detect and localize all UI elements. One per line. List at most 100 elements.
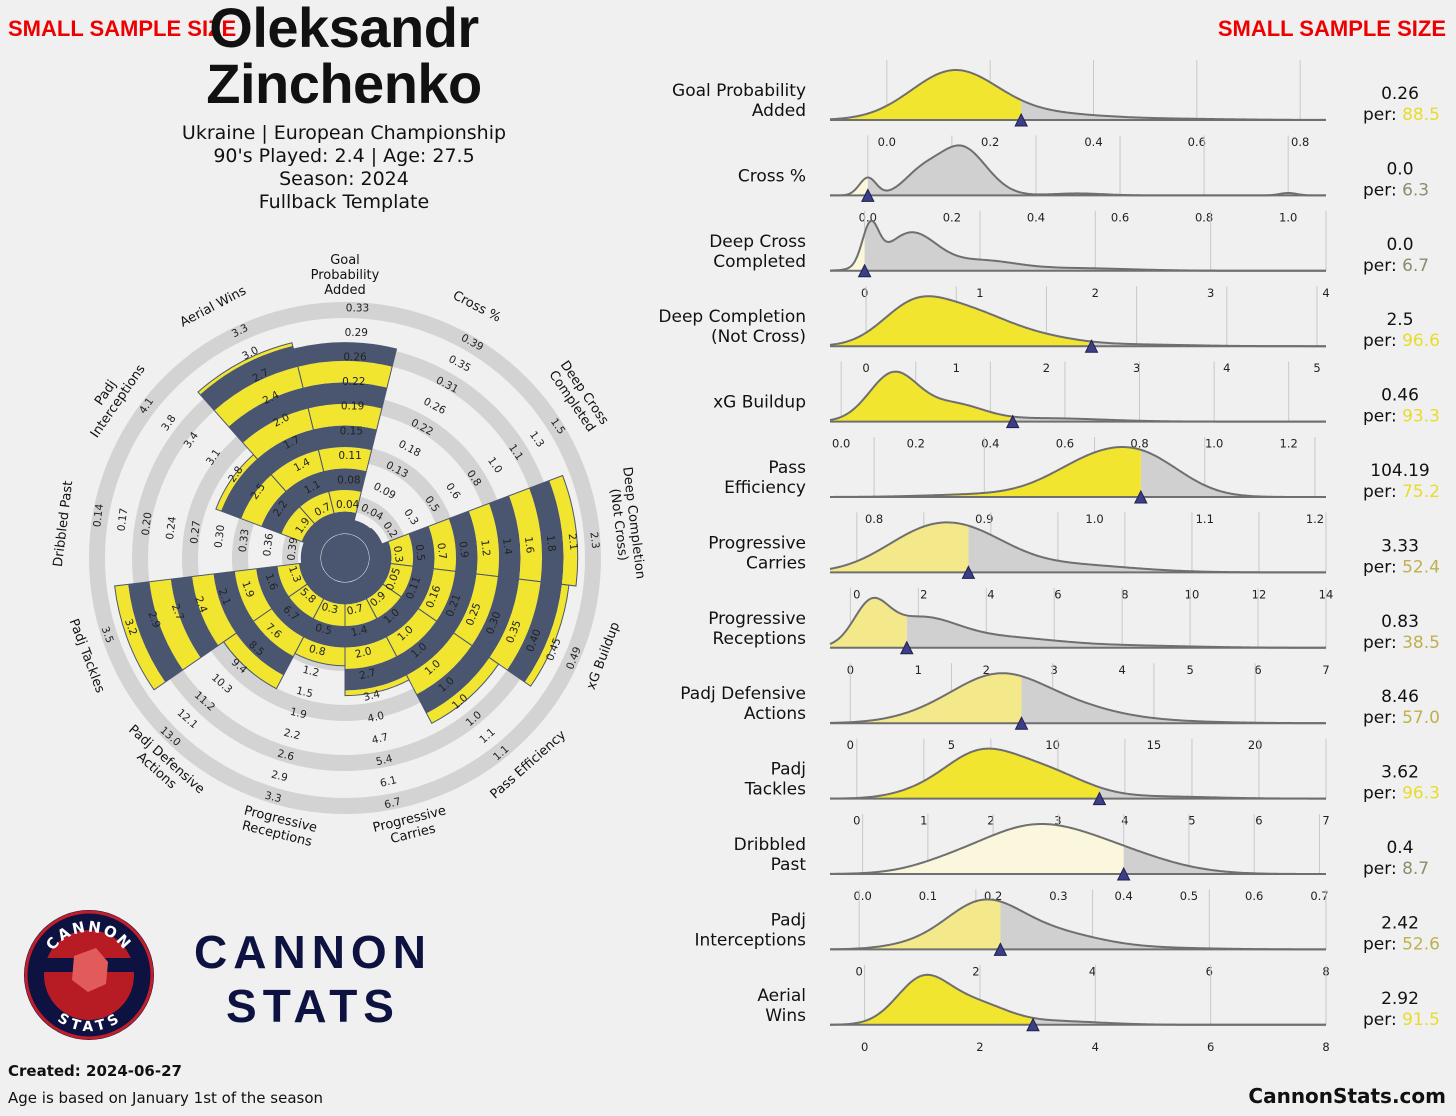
x-tick-label: 2 [983, 663, 990, 677]
radar-tick-label: 0.27 [188, 520, 203, 545]
distribution-metric-label-line: Deep Completion [658, 307, 806, 327]
x-tick-label: 6 [1255, 814, 1262, 828]
x-tick-label: 20 [1248, 738, 1263, 752]
radar-wedge-outline [294, 579, 346, 667]
radar-wedge-band [170, 576, 219, 658]
radar-wedge-band [436, 571, 477, 634]
distribution-metric-label: Padj Interceptions [694, 910, 806, 950]
radar-tick-label: 0.5 [413, 544, 427, 562]
metric-value: 2.5 [1386, 310, 1413, 330]
radar-tick-label: 0.08 [337, 474, 360, 486]
radar-wedge-band [428, 518, 456, 572]
radar-wedge-band [261, 491, 300, 534]
x-tick-label: 3 [1207, 286, 1214, 300]
percentile-prefix: per: [1363, 105, 1402, 125]
radar-wedge-band [214, 366, 304, 427]
distribution-metric-label-line: Padj [771, 760, 806, 780]
radar-wedge-band [468, 503, 499, 577]
percentile-value: 52.6 [1402, 934, 1440, 954]
distribution-metric-label: Dribbled Past [734, 835, 807, 875]
radar-tick-label: 0.7 [346, 602, 365, 618]
radar-tick-label: 5.4 [375, 753, 394, 769]
player-first-name: Oleksandr [209, 0, 479, 59]
small-sample-warning-left: SMALL SAMPLE SIZE [8, 16, 237, 41]
x-tick-label: 12 [1252, 587, 1267, 601]
radar-tick-label: 1.6 [263, 572, 280, 592]
info-template: Fullback Template [258, 191, 430, 213]
x-tick-label: 2 [976, 1040, 983, 1054]
radar-tick-label: 0.39 [285, 537, 300, 562]
radar-wedge [364, 560, 570, 687]
x-tick-label: 2 [1092, 286, 1099, 300]
distribution-metric-label: Deep Cross Completed [709, 232, 806, 272]
distribution-metric-label: Pass Efficiency [724, 458, 806, 498]
percentile-prefix: per: [1363, 256, 1402, 276]
x-tick-label: 10 [1045, 738, 1060, 752]
x-tick-label: 0.0 [853, 889, 871, 903]
percentile-prefix: per: [1363, 482, 1402, 502]
radar-wedge [215, 453, 330, 550]
radar-tick-label: 0.15 [340, 425, 363, 437]
radar-tick-label: 0.24 [164, 515, 179, 540]
density-area-player [830, 522, 969, 573]
radar-tick-label: 1.6 [522, 536, 536, 554]
radar-tick-label: 2.7 [169, 602, 186, 622]
distribution-metric-label: Padj Defensive Actions [680, 684, 806, 724]
radar-wedge-band [271, 450, 324, 492]
radar-tick-label: 2.1 [216, 587, 233, 607]
x-tick-label: 2 [1043, 361, 1050, 375]
x-tick-label: 1.1 [1196, 512, 1214, 526]
radar-wedge-band [408, 526, 435, 569]
distribution-metric-label-line: Aerial [757, 986, 806, 1006]
percentile-prefix: per: [1363, 557, 1402, 577]
x-tick-label: 0.7 [1310, 889, 1328, 903]
radar-wedge-band [333, 511, 357, 534]
x-tick-label: 4 [987, 587, 994, 601]
radar-wedge-band [149, 579, 201, 670]
radar-tick-label: 0.11 [338, 450, 361, 462]
x-tick-label: 0.0 [832, 437, 850, 451]
radar-wedge-outline [197, 342, 340, 540]
radar-wedge-outline [222, 571, 335, 690]
density-area-player [830, 673, 1022, 724]
radar-tick-label: 0.36 [261, 532, 276, 557]
distribution-metric-label-line: Carries [746, 553, 806, 573]
player-marker-icon [1026, 1017, 1040, 1032]
radar-tick-label: 0.33 [346, 302, 369, 314]
radar-wedge-band [426, 657, 499, 724]
radar-tick-label: 0.17 [116, 507, 131, 532]
player-marker-icon [961, 565, 976, 579]
x-tick-label: 0.8 [1291, 135, 1309, 149]
radar-wedge-band [213, 571, 254, 634]
x-tick-label: 0.6 [1188, 135, 1206, 149]
radar-tick-label: 1.9 [239, 579, 256, 599]
metric-value: 0.0 [1386, 235, 1413, 255]
x-tick-label: 0.8 [1130, 437, 1148, 451]
x-tick-label: 2 [972, 964, 979, 978]
x-tick-label: 1.0 [1205, 437, 1223, 451]
player-marker-icon [1092, 791, 1107, 806]
player-marker-icon [899, 640, 914, 655]
radar-wedge-band [192, 573, 236, 646]
distribution-metric-label-line: Progressive [708, 609, 806, 629]
radar-wedge-band [400, 566, 434, 609]
site-link[interactable]: CannonStats.com [1248, 1084, 1446, 1108]
x-tick-label: 0.4 [981, 437, 999, 451]
x-tick-label: 0.8 [1195, 210, 1213, 224]
distribution-metric-label-line: Completed [713, 252, 806, 272]
percentile-value: 8.7 [1402, 859, 1429, 879]
radar-tick-label: 2.7 [358, 667, 377, 683]
distribution-metric-label-line: Efficiency [724, 478, 806, 498]
radar-wedge-band [281, 507, 315, 542]
metric-percentile: per: 93.3 [1363, 407, 1440, 427]
x-tick-label: 0.4 [1084, 135, 1102, 149]
radar-wedge-band [345, 637, 397, 669]
radar-wedge-band [524, 584, 569, 687]
metric-value: 2.92 [1381, 989, 1419, 1009]
distribution-metric-label-line: Past [771, 855, 807, 875]
metric-value: 8.46 [1381, 687, 1419, 707]
radar-wedge-band [448, 511, 478, 574]
radar-wedge-band [318, 447, 372, 472]
